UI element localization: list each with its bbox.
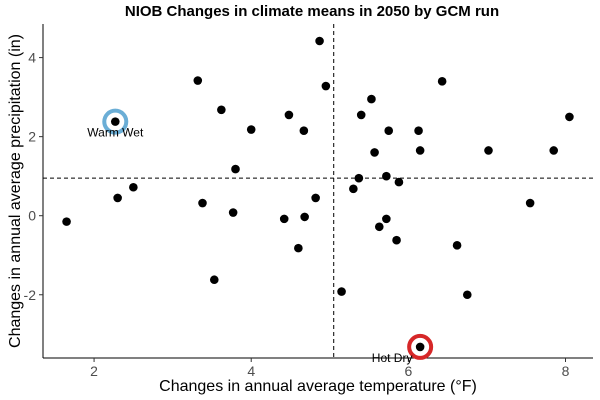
data-point [300,212,309,222]
data-point [415,146,425,155]
data-point [367,94,376,104]
data-point [394,177,404,187]
data-point [231,164,240,174]
data-point [217,105,226,115]
x-tick-label: 8 [562,363,570,379]
data-point [193,76,203,85]
annotation-label: Warm Wet [87,126,144,140]
data-point [484,146,493,155]
y-axis-title: Changes in annual average precipitation … [7,34,24,348]
data-point [279,214,289,224]
data-point [354,173,364,183]
data-point [311,193,320,203]
data-point [321,81,331,91]
plot-area: 2 4 6 8 -2 0 2 4 Warm Wet Hot Dry [24,24,593,379]
y-tick-label: 0 [28,208,36,224]
data-point [565,112,574,122]
data-point [525,198,535,208]
data-point [382,214,391,224]
data-point [315,36,324,46]
data-point [129,182,138,192]
data-point [382,171,391,181]
data-point [284,110,294,120]
data-point [370,148,379,157]
data-point [392,235,401,245]
y-tick-label: 4 [28,50,36,66]
data-point [414,126,423,136]
data-point [349,184,358,194]
x-tick-label: 4 [247,363,255,379]
data-point [374,222,384,232]
data-point [198,198,207,208]
data-point [228,208,238,217]
data-point [437,77,447,86]
data-point [294,243,303,253]
data-point [62,217,71,226]
data-point [113,193,122,203]
x-axis-title: Changes in annual average temperature (°… [159,378,477,395]
y-tick-label: 2 [28,129,36,145]
data-point [384,126,394,136]
x-tick-label: 2 [90,363,98,379]
y-tick-label: -2 [24,287,37,303]
data-point [110,117,120,126]
annotation-label: Hot Dry [372,351,413,365]
data-point [549,146,559,155]
data-point [246,125,256,134]
data-point [209,275,219,285]
data-point [337,287,346,296]
data-point [462,290,472,300]
data-point [415,342,425,352]
data-point [452,241,462,250]
chart-title: NIOB Changes in climate means in 2050 by… [125,3,499,20]
x-tick-label: 6 [404,363,412,379]
data-point [356,110,366,120]
data-point [299,126,309,136]
